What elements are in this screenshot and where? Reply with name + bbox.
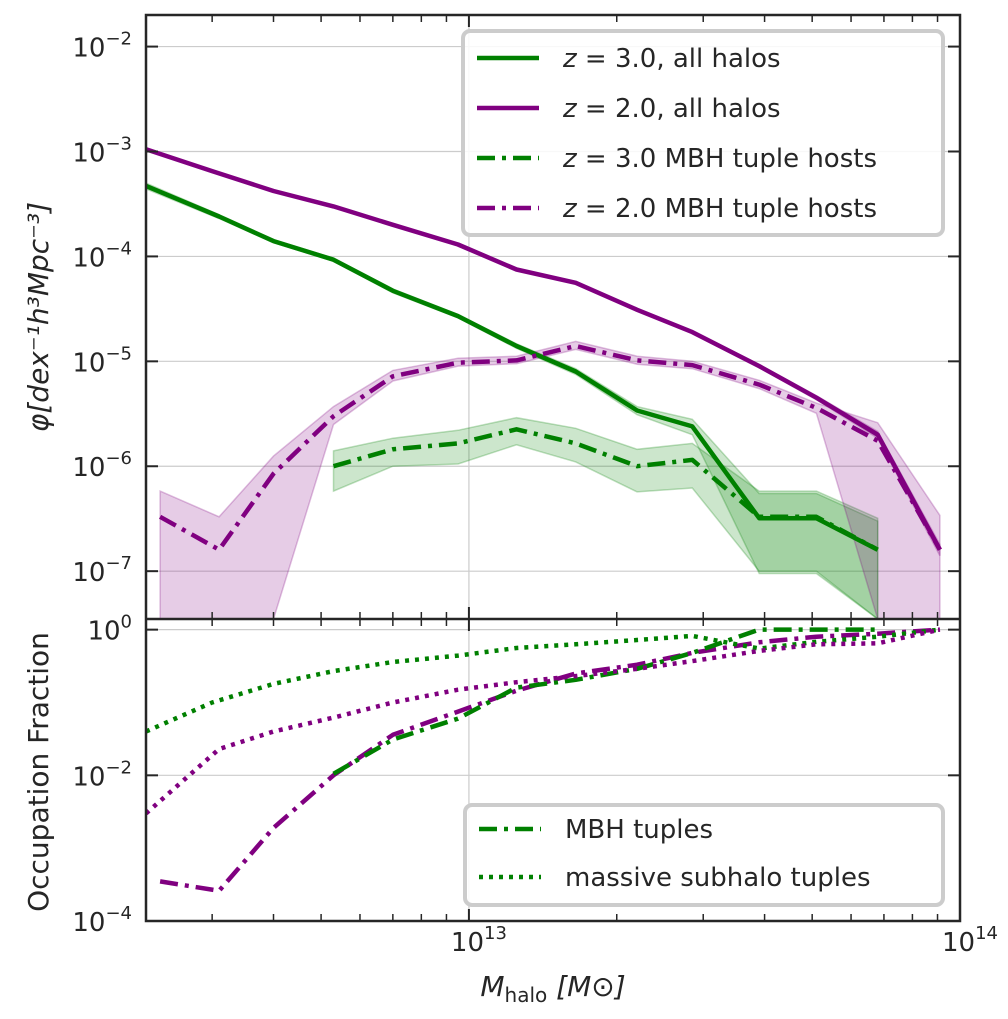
top-legend: z = 3.0, all halos z = 2.0, all halos z = … (461, 29, 945, 237)
y-tick-label: 10−5 (72, 343, 132, 378)
series-line-1 (332, 627, 878, 776)
x-axis-label: Mhalo [M⊙] (480, 970, 625, 1007)
bottom-legend: MBH tuples massive subhalo tuples (463, 803, 945, 907)
top-ticks: 10−2 10−3 10−4 10−5 10−6 10−7 (72, 15, 960, 619)
x-tick-label: 1013 (451, 923, 507, 958)
bottom-ticks: 100 10−2 10−4 1013 1014 (72, 612, 998, 958)
error-band-3 (159, 340, 941, 619)
series-line-3 (146, 627, 941, 816)
y-tick-label: 10−4 (72, 903, 132, 938)
y-tick-label: 10−2 (72, 757, 132, 792)
legend-box (463, 803, 945, 907)
axis-labels: φ[dex⁻¹h³Mpc⁻³] Occupation Fraction Mhalo … (22, 202, 626, 1007)
series-line-2 (146, 627, 941, 734)
series-line-3 (159, 343, 942, 552)
top-y-axis-label: φ[dex⁻¹h³Mpc⁻³] (22, 202, 55, 432)
x-tick-label: 1014 (942, 923, 998, 958)
top-series-lines (146, 147, 942, 552)
y-tick-label: 10−6 (72, 448, 132, 483)
bottom-series-lines (146, 627, 941, 894)
legend-label: z = 2.0 MBH tuple hosts (562, 194, 877, 224)
legend-label: massive subhalo tuples (565, 863, 871, 893)
occupation-fraction-panel: 100 10−2 10−4 1013 1014 (72, 612, 998, 958)
legend-label: z = 3.0, all halos (562, 44, 781, 74)
y-tick-label: 10−4 (72, 238, 132, 273)
legend-label: z = 3.0 MBH tuple hosts (562, 144, 877, 174)
series-line-1 (146, 147, 942, 551)
y-tick-label: 10−7 (72, 553, 132, 588)
axes-frame (144, 13, 962, 923)
y-tick-label: 10−3 (72, 133, 132, 168)
series-line-2 (332, 427, 879, 552)
legend-box (461, 29, 945, 237)
luminosity-function-panel: 10−2 10−3 10−4 10−5 10−6 10−7 (72, 15, 961, 619)
y-tick-label: 10−2 (72, 29, 132, 64)
legend-label: z = 2.0, all halos (562, 94, 781, 124)
y-tick-label: 100 (87, 612, 132, 647)
legend-label: MBH tuples (565, 815, 713, 845)
series-line-0 (159, 627, 941, 894)
bottom-y-axis-label: Occupation Fraction (22, 632, 55, 912)
